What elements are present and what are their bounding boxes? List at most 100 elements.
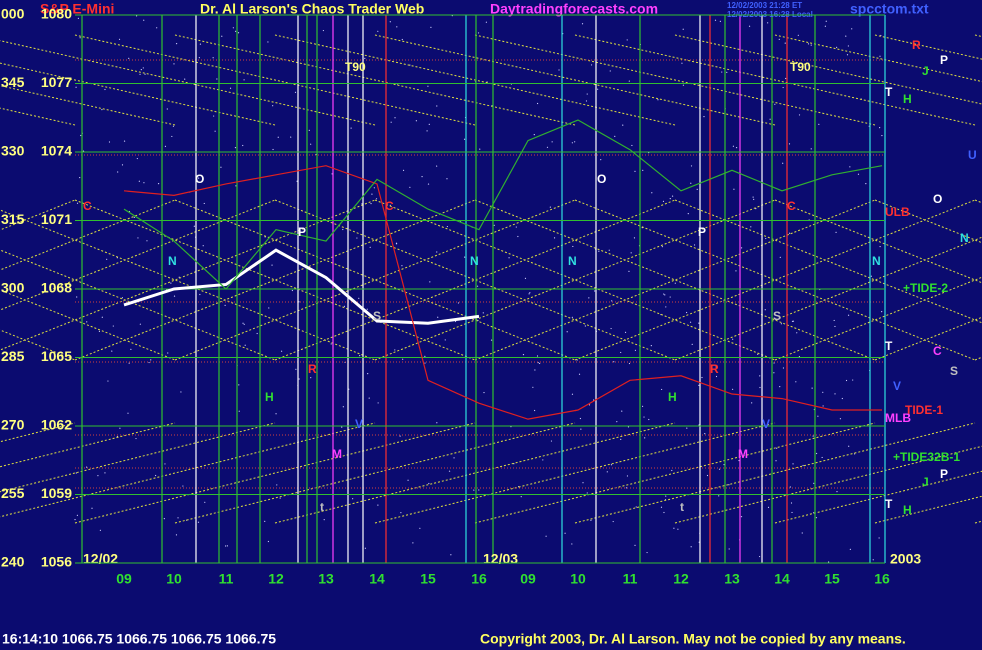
star xyxy=(394,117,396,119)
star xyxy=(436,105,438,107)
y2-tick-label: 300 xyxy=(1,280,25,296)
star xyxy=(199,43,202,45)
annotation: +TIDE32B-1 xyxy=(893,450,960,464)
star xyxy=(572,245,574,248)
diagonal xyxy=(774,470,982,524)
star xyxy=(851,28,853,30)
y2-tick-label: 270 xyxy=(1,417,25,433)
star xyxy=(703,116,705,118)
star xyxy=(172,125,175,127)
star xyxy=(726,71,728,73)
star xyxy=(342,228,344,231)
star xyxy=(436,165,438,167)
star xyxy=(835,231,837,234)
star xyxy=(242,322,244,324)
annotation: H xyxy=(265,390,274,404)
star xyxy=(773,372,775,374)
annotation: V xyxy=(893,379,901,393)
star xyxy=(86,321,88,323)
star xyxy=(427,85,429,87)
annotation: P xyxy=(940,53,948,67)
star xyxy=(98,330,101,333)
y-tick-label: 1071 xyxy=(41,211,72,227)
star xyxy=(813,482,815,484)
star xyxy=(590,519,592,521)
star xyxy=(691,343,693,345)
star xyxy=(121,297,123,299)
star xyxy=(849,548,851,550)
star xyxy=(571,543,573,545)
annotation: H xyxy=(903,503,912,517)
diagonal xyxy=(574,34,976,126)
annotation: S xyxy=(373,309,381,323)
star xyxy=(243,323,245,325)
x-tick-label: 14 xyxy=(369,571,385,587)
star xyxy=(539,362,541,365)
star xyxy=(77,17,79,19)
star xyxy=(586,93,588,95)
star xyxy=(571,142,573,144)
star xyxy=(682,28,684,30)
star xyxy=(298,301,300,303)
star xyxy=(396,26,398,28)
star xyxy=(812,435,814,437)
star xyxy=(878,537,880,539)
star xyxy=(779,386,781,388)
y-tick-label: 1065 xyxy=(41,348,72,364)
y-tick-label: 1056 xyxy=(41,554,72,570)
star xyxy=(825,20,827,22)
star xyxy=(520,496,522,498)
star xyxy=(375,198,378,200)
x-tick-label: 13 xyxy=(724,571,740,587)
star xyxy=(817,415,819,417)
star xyxy=(807,43,810,45)
star xyxy=(402,169,405,172)
star xyxy=(138,180,140,182)
star xyxy=(775,460,777,462)
star xyxy=(750,226,752,228)
star xyxy=(780,323,782,325)
star xyxy=(795,381,797,383)
annotation: t xyxy=(320,500,324,514)
star xyxy=(740,516,743,518)
annotation: R xyxy=(710,362,719,376)
star xyxy=(296,180,298,182)
star xyxy=(732,145,734,147)
star xyxy=(669,197,671,200)
star xyxy=(597,88,599,90)
star xyxy=(483,391,485,394)
star xyxy=(234,30,237,32)
star xyxy=(482,312,484,314)
star xyxy=(872,559,874,561)
annotation: M xyxy=(332,447,342,461)
star xyxy=(173,63,175,65)
star xyxy=(291,289,293,292)
star xyxy=(140,69,142,71)
star xyxy=(97,475,99,477)
file: spcctom.txt xyxy=(850,1,929,17)
star xyxy=(634,170,636,172)
annotation: H xyxy=(668,390,677,404)
star xyxy=(322,29,324,32)
x-tick-label: 16 xyxy=(471,571,487,587)
star xyxy=(584,325,586,327)
star xyxy=(121,164,124,166)
star xyxy=(366,308,368,310)
title: Dr. Al Larson's Chaos Trader Web xyxy=(200,1,424,17)
star xyxy=(630,252,632,254)
star xyxy=(104,472,106,474)
star xyxy=(356,237,358,239)
star xyxy=(690,165,693,167)
star xyxy=(779,256,781,259)
star xyxy=(119,427,121,429)
star xyxy=(446,178,448,180)
star xyxy=(752,196,754,198)
star xyxy=(782,86,784,89)
star xyxy=(463,138,466,140)
star xyxy=(879,245,881,248)
star xyxy=(588,297,590,299)
star xyxy=(701,376,703,379)
star xyxy=(612,520,614,523)
star xyxy=(400,512,402,514)
